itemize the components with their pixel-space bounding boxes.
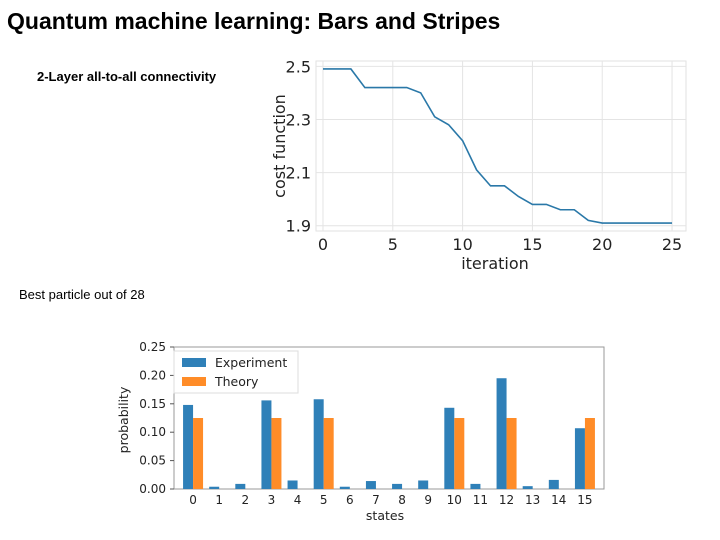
bar-experiment-state-8 — [392, 483, 403, 489]
legend-swatch-experiment — [182, 358, 206, 367]
bar-experiment-state-13 — [522, 486, 533, 489]
bar-theory-state-5 — [323, 418, 334, 489]
prob-x-tick-label: 4 — [294, 493, 302, 507]
bar-experiment-state-2 — [235, 483, 246, 489]
prob-x-tick-label: 0 — [189, 493, 197, 507]
bar-experiment-state-5 — [313, 399, 324, 489]
prob-y-tick-label: 0.00 — [139, 482, 166, 496]
prob-x-tick-label: 13 — [525, 493, 540, 507]
bar-experiment-state-15 — [574, 428, 585, 489]
prob-y-tick-label: 0.20 — [139, 368, 166, 382]
cost-x-tick-label: 5 — [388, 235, 398, 254]
bar-theory-state-15 — [584, 418, 595, 489]
prob-y-axis-label: probability — [116, 386, 131, 453]
prob-y-tick-label: 0.10 — [139, 425, 166, 439]
prob-y-tick-label: 0.25 — [139, 340, 166, 354]
bar-experiment-state-0 — [183, 404, 194, 489]
legend-swatch-theory — [182, 377, 206, 386]
bar-experiment-state-10 — [444, 407, 455, 489]
prob-y-tick-label: 0.05 — [139, 454, 166, 468]
cost-y-tick-label: 2.1 — [286, 164, 311, 183]
bar-experiment-state-6 — [339, 486, 350, 489]
prob-x-tick-label: 14 — [551, 493, 566, 507]
bar-theory-state-0 — [193, 418, 204, 489]
legend-label-experiment: Experiment — [215, 355, 287, 370]
prob-x-tick-label: 3 — [268, 493, 276, 507]
best-particle-label: Best particle out of 28 — [19, 287, 145, 302]
cost-y-tick-label: 2.5 — [286, 57, 311, 76]
slide-title: Quantum machine learning: Bars and Strip… — [7, 8, 501, 34]
prob-x-tick-label: 7 — [372, 493, 380, 507]
bar-experiment-state-4 — [287, 480, 298, 489]
bar-theory-state-12 — [506, 418, 517, 489]
cost-y-tick-label: 2.3 — [286, 110, 311, 129]
cost-function-chart: 0 5 10 15 20 25 1.9 2.1 2.3 2.5 iteration cost fu… — [270, 57, 687, 273]
prob-x-tick-label: 15 — [577, 493, 592, 507]
prob-x-tick-label: 10 — [447, 493, 462, 507]
prob-x-tick-label: 6 — [346, 493, 354, 507]
prob-x-tick-label: 8 — [398, 493, 406, 507]
bar-experiment-state-3 — [261, 400, 272, 489]
bar-experiment-state-9 — [418, 480, 429, 489]
prob-x-tick-label: 5 — [320, 493, 328, 507]
bar-theory-state-3 — [271, 418, 282, 489]
legend-label-theory: Theory — [214, 374, 259, 389]
connectivity-label: 2-Layer all-to-all connectivity — [37, 69, 217, 84]
bar-experiment-state-12 — [496, 378, 507, 489]
prob-x-tick-label: 1 — [215, 493, 223, 507]
prob-x-tick-label: 12 — [499, 493, 514, 507]
bar-theory-state-10 — [454, 418, 465, 489]
cost-x-tick-label: 15 — [522, 235, 542, 254]
cost-x-tick-label: 20 — [592, 235, 612, 254]
prob-y-tick-label: 0.15 — [139, 397, 166, 411]
bar-experiment-state-1 — [209, 486, 220, 489]
prob-x-tick-label: 11 — [473, 493, 488, 507]
bar-experiment-state-7 — [365, 481, 376, 489]
prob-x-axis-label: states — [366, 508, 404, 523]
bar-experiment-state-11 — [470, 483, 481, 489]
cost-plot-area — [315, 60, 687, 232]
cost-series-line — [322, 68, 673, 224]
cost-x-tick-label: 10 — [452, 235, 472, 254]
prob-legend: Experiment Theory — [173, 350, 299, 394]
probability-chart: 0.000.050.100.150.200.250 1 2 3 4 5 6 7 8 9 10 11 12… — [116, 340, 605, 523]
bar-experiment-state-14 — [548, 479, 559, 489]
cost-x-tick-label: 0 — [318, 235, 328, 254]
cost-y-tick-label: 1.9 — [286, 217, 311, 236]
cost-x-axis-label: iteration — [461, 254, 529, 273]
prob-x-tick-label: 9 — [424, 493, 432, 507]
prob-x-tick-label: 2 — [241, 493, 249, 507]
cost-y-axis-label: cost function — [270, 94, 289, 198]
cost-x-tick-label: 25 — [662, 235, 682, 254]
